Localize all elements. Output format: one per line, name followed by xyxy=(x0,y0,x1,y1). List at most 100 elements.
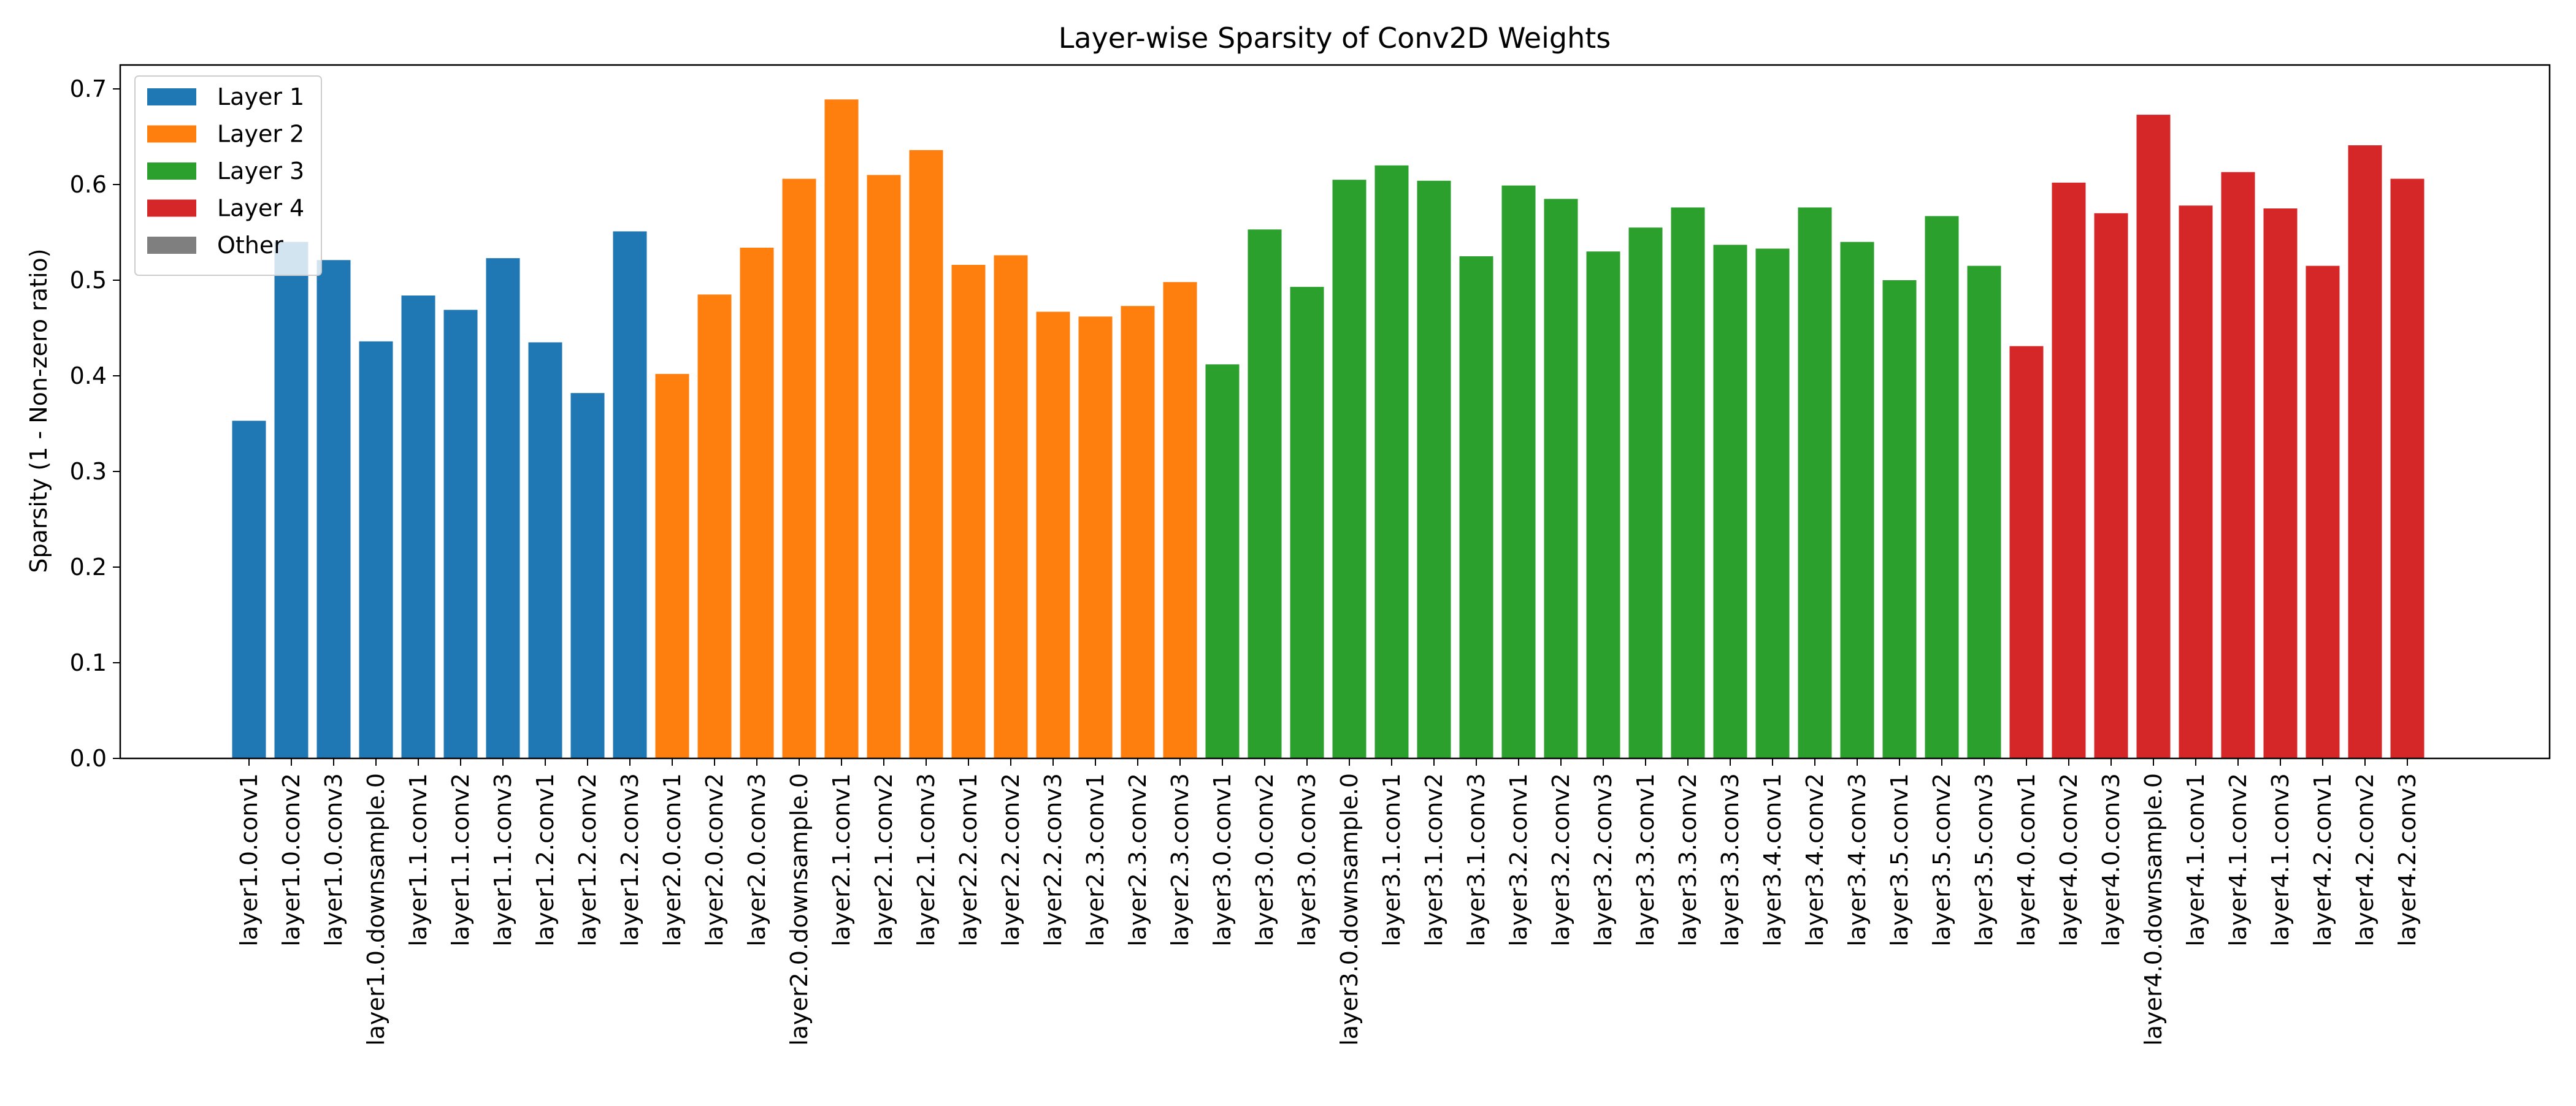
legend-label-layer-4: Layer 4 xyxy=(217,195,304,222)
bar-layer2-3-conv3 xyxy=(1163,282,1197,759)
bar-layer4-0-conv3 xyxy=(2094,213,2128,758)
x-tick-label: layer1.2.conv3 xyxy=(616,773,643,947)
bar-layer3-0-conv2 xyxy=(1248,229,1282,758)
x-tick-label: layer4.2.conv1 xyxy=(2309,773,2336,947)
x-tick-label: layer2.0.conv2 xyxy=(701,773,728,947)
x-tick-label: layer3.0.conv3 xyxy=(1294,773,1321,947)
x-tick-label: layer2.1.conv1 xyxy=(828,773,855,947)
y-tick-label: 0.7 xyxy=(70,75,107,102)
bar-layer4-0-downsample-0 xyxy=(2136,115,2171,759)
legend: Layer 1 Layer 2 Layer 3 Layer 4 Other xyxy=(134,75,322,276)
y-tick-label: 0.0 xyxy=(70,745,107,772)
x-tick-label: layer1.0.conv3 xyxy=(320,773,347,947)
bar-layer2-3-conv1 xyxy=(1078,316,1113,758)
x-tick-label: layer3.3.conv2 xyxy=(1674,773,1701,947)
x-tick-label: layer2.2.conv1 xyxy=(955,773,982,947)
x-tick-label: layer4.1.conv1 xyxy=(2182,773,2209,947)
x-tick-label: layer1.0.downsample.0 xyxy=(362,773,389,1046)
bar-layer3-1-conv3 xyxy=(1459,256,1493,758)
bar-layer3-0-downsample-0 xyxy=(1332,180,1367,758)
bar-layer3-2-conv3 xyxy=(1586,251,1620,758)
bar-layer3-3-conv2 xyxy=(1671,207,1705,758)
x-tick-label: layer3.3.conv1 xyxy=(1632,773,1659,947)
bar-layer4-0-conv1 xyxy=(2009,346,2044,758)
x-tick-label: layer3.2.conv1 xyxy=(1505,773,1532,947)
bar-layer1-0-conv1 xyxy=(232,421,266,758)
bar-layer2-0-conv1 xyxy=(655,373,689,758)
bar-layer2-0-downsample-0 xyxy=(782,178,816,759)
bar-layer3-3-conv3 xyxy=(1713,245,1747,758)
y-tick-label: 0.4 xyxy=(70,362,107,389)
bar-layer2-1-conv3 xyxy=(909,150,943,759)
x-tick-label: layer4.1.conv3 xyxy=(2267,773,2294,947)
bar-layer3-0-conv1 xyxy=(1205,364,1240,758)
bar-layer3-4-conv3 xyxy=(1840,242,1874,759)
bar-layer1-1-conv3 xyxy=(486,258,520,759)
bar-layer2-2-conv1 xyxy=(951,265,986,758)
x-tick-label: layer3.5.conv1 xyxy=(1886,773,1913,947)
bar-layer3-5-conv3 xyxy=(1967,265,2001,759)
y-axis-label: Sparsity (1 - Non-zero ratio) xyxy=(25,248,52,573)
y-tick-label: 0.2 xyxy=(70,554,107,581)
bar-layer3-2-conv2 xyxy=(1544,199,1578,758)
x-tick-label: layer2.0.conv3 xyxy=(743,773,770,947)
x-tick-label: layer3.2.conv2 xyxy=(1547,773,1574,947)
y-tick-label: 0.6 xyxy=(70,171,107,198)
x-tick-label: layer2.1.conv3 xyxy=(913,773,940,947)
bar-layer1-1-conv2 xyxy=(443,310,478,758)
bar-layer3-0-conv3 xyxy=(1290,286,1324,758)
x-tick-label: layer2.1.conv2 xyxy=(870,773,897,947)
bar-layer3-1-conv2 xyxy=(1417,180,1451,758)
x-tick-label: layer2.2.conv2 xyxy=(997,773,1024,947)
bar-layer3-1-conv1 xyxy=(1374,165,1409,758)
axes-frame xyxy=(119,64,2551,760)
legend-swatch-layer-4 xyxy=(147,199,196,217)
bar-layer2-1-conv1 xyxy=(824,99,859,759)
x-tick-label: layer4.2.conv3 xyxy=(2394,773,2421,947)
x-tick-label: layer3.0.conv1 xyxy=(1209,773,1236,947)
bar-layer4-0-conv2 xyxy=(2052,182,2086,758)
bar-layer1-2-conv2 xyxy=(570,393,605,758)
x-tick-label: layer1.0.conv1 xyxy=(236,773,263,947)
x-tick-label: layer4.1.conv2 xyxy=(2225,773,2252,947)
x-tick-label: layer3.4.conv3 xyxy=(1844,773,1871,947)
bar-layer2-0-conv2 xyxy=(697,294,732,758)
bar-layer4-1-conv3 xyxy=(2263,208,2298,758)
bar-layer2-3-conv2 xyxy=(1121,306,1155,759)
x-tick-label: layer3.0.downsample.0 xyxy=(1336,773,1363,1046)
x-tick-label: layer2.3.conv2 xyxy=(1124,773,1151,947)
legend-label-other: Other xyxy=(217,232,283,259)
bar-layer4-1-conv1 xyxy=(2179,205,2213,758)
x-tick-label: layer3.1.conv1 xyxy=(1378,773,1405,947)
bar-layer1-0-downsample-0 xyxy=(359,341,393,758)
legend-label-layer-2: Layer 2 xyxy=(217,121,304,148)
x-tick-label: layer3.2.conv3 xyxy=(1590,773,1617,947)
x-tick-label: layer3.4.conv1 xyxy=(1759,773,1786,947)
x-tick-label: layer2.2.conv3 xyxy=(1040,773,1067,947)
bar-layer3-4-conv2 xyxy=(1798,207,1832,758)
bar-layer4-2-conv2 xyxy=(2348,145,2382,758)
legend-label-layer-1: Layer 1 xyxy=(217,83,304,110)
x-tick-label: layer3.4.conv2 xyxy=(1801,773,1828,947)
bar-layer2-0-conv3 xyxy=(740,248,774,758)
y-tick-label: 0.5 xyxy=(70,267,107,294)
x-tick-label: layer2.0.conv1 xyxy=(659,773,686,947)
bar-layer2-2-conv2 xyxy=(994,255,1028,758)
legend-swatch-layer-1 xyxy=(147,88,196,105)
x-tick-label: layer4.2.conv2 xyxy=(2352,773,2379,947)
x-tick-label: layer1.1.conv1 xyxy=(405,773,432,947)
bar-layer2-2-conv3 xyxy=(1036,311,1070,758)
bar-layer1-2-conv3 xyxy=(613,231,647,758)
legend-label-layer-3: Layer 3 xyxy=(217,158,304,185)
legend-swatch-other xyxy=(147,237,196,254)
bar-layer3-3-conv1 xyxy=(1628,227,1663,758)
plot-area: 0.0 0.1 0.2 0.3 0.4 0.5 0.6 0.7 layer1.0.conv1 la… xyxy=(70,64,2551,1046)
bar-layer1-0-conv3 xyxy=(316,260,351,758)
x-tick-label: layer1.1.conv3 xyxy=(489,773,516,947)
x-tick-label: layer1.2.conv2 xyxy=(574,773,601,947)
bar-layer3-2-conv1 xyxy=(1501,185,1536,759)
bar-layer3-4-conv1 xyxy=(1755,248,1790,758)
y-tick-label: 0.3 xyxy=(70,458,107,485)
